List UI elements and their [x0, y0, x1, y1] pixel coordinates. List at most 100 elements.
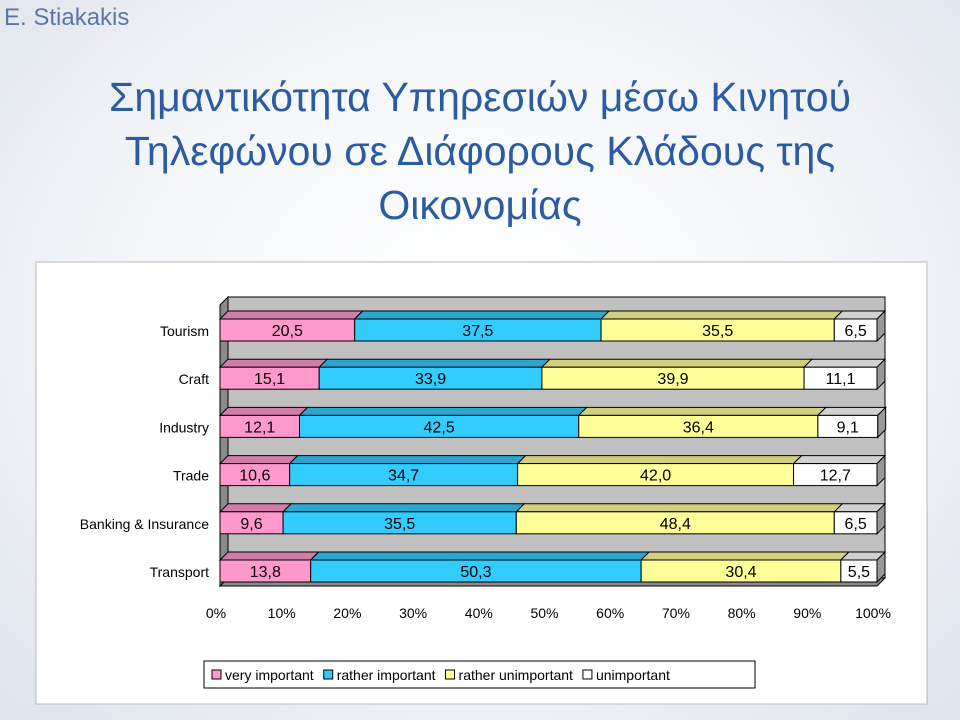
bar-segment: [802, 357, 887, 391]
legend-label: unimportant: [596, 667, 670, 683]
bar-segment: [833, 309, 887, 343]
legend-swatch: [211, 669, 222, 680]
bar-top-face: [218, 551, 320, 561]
bar-segment: [309, 551, 651, 583]
x-tick-label: 40%: [465, 605, 493, 621]
legend-swatch: [445, 669, 456, 680]
x-tick-label: 10%: [268, 605, 296, 621]
data-label: 6,5: [845, 516, 867, 533]
bar-front-face: [793, 463, 878, 487]
data-label: 9,1: [837, 419, 859, 436]
x-tick-label: 90%: [793, 605, 821, 621]
author-label: E. Stiakakis: [4, 4, 130, 31]
x-tick-label: 100%: [855, 605, 891, 621]
category-label: Banking & Insurance: [80, 516, 209, 532]
bar-top-face: [309, 551, 651, 561]
bar-top-face: [218, 503, 293, 513]
bar-segment: [516, 455, 803, 487]
category-label: Tourism: [160, 323, 209, 339]
legend-swatch: [582, 669, 593, 680]
bar-top-face: [802, 358, 887, 368]
bar-segment: [353, 310, 611, 342]
bar-top-face: [218, 406, 309, 416]
category-label: Trade: [173, 468, 209, 484]
title-line: Οικονομίας: [378, 182, 582, 228]
data-label: 50,3: [460, 564, 491, 581]
bar-segment: [317, 358, 552, 390]
x-tick-label: 80%: [728, 605, 756, 621]
x-tick-label: 30%: [399, 605, 427, 621]
bar-top-face: [639, 551, 851, 561]
title-line: Τηλεφώνου σε Διάφορους Κλάδους της: [124, 128, 836, 174]
bar-top-face: [540, 358, 814, 368]
data-label: 6,5: [845, 323, 867, 340]
bar-segment: [839, 550, 887, 584]
bar-top-face: [833, 503, 887, 513]
category-label: Transport: [150, 564, 210, 580]
bar-segment: [816, 406, 887, 439]
bar-top-face: [281, 503, 526, 513]
bar-top-face: [515, 503, 844, 513]
x-tick-label: 0%: [206, 605, 226, 621]
slide-title: Σημαντικότητα Υπηρεσιών μέσω Κινητού Τηλ…: [20, 70, 940, 232]
data-label: 39,9: [657, 371, 688, 388]
data-label: 37,5: [462, 323, 493, 340]
bar-front-face: [833, 511, 878, 535]
bar-top-face: [792, 455, 887, 465]
bar-top-face: [816, 406, 887, 416]
bar-segment: [218, 358, 329, 390]
data-label: 42,0: [640, 468, 671, 485]
data-label: 30,4: [725, 564, 756, 581]
bars-group: 20,5 37,5 35,5 6,5 15,1 33,9 39,9 11,1 12,1 42,5 3…: [218, 309, 887, 584]
data-label: 42,5: [424, 419, 455, 436]
x-axis-ticks: 0% 10% 20% 30% 40% 50% 60% 70% 80% 90% 100%: [206, 605, 891, 621]
data-label: 11,1: [826, 371, 856, 388]
bar-top-face: [218, 455, 299, 465]
bar-top-face: [599, 310, 844, 320]
title-line: Σημαντικότητα Υπηρεσιών μέσω Κινητού: [108, 74, 852, 120]
legend: very important rather important rather uni…: [203, 660, 756, 689]
bar-segment: [540, 358, 814, 390]
bar-segment: [599, 310, 844, 342]
x-tick-label: 50%: [530, 605, 558, 621]
bar-front-face: [833, 318, 878, 342]
data-label: 12,7: [820, 468, 851, 485]
bar-segment: [639, 551, 851, 583]
x-tick-label: 70%: [662, 605, 690, 621]
data-label: 5,5: [848, 564, 870, 581]
bar-top-face: [353, 310, 611, 320]
bar-front-face: [840, 559, 878, 583]
bar-top-face: [317, 358, 552, 368]
category-label: Industry: [159, 419, 209, 435]
category-label: Craft: [179, 371, 209, 387]
legend-label: very important: [225, 667, 314, 683]
data-label: 36,4: [683, 419, 714, 436]
bar-front-face: [817, 414, 879, 438]
bar-top-face: [577, 406, 828, 416]
data-label: 33,9: [415, 371, 446, 388]
bar-front-face: [803, 366, 878, 390]
data-label: 20,5: [272, 323, 303, 340]
legend-label: rather important: [337, 667, 436, 683]
bar-top-face: [516, 455, 803, 465]
data-label: 15,1: [254, 371, 285, 388]
bar-segment: [577, 406, 828, 438]
data-label: 35,5: [384, 516, 415, 533]
bar-top-face: [288, 455, 527, 465]
legend-label: rather unimportant: [459, 667, 574, 683]
x-tick-label: 60%: [596, 605, 624, 621]
legend-swatch: [323, 669, 334, 680]
legend-box: [203, 660, 756, 689]
bar-segment: [792, 454, 887, 487]
category-labels: Tourism Craft Industry Trade Banking & Insur…: [80, 323, 209, 580]
data-label: 48,4: [660, 516, 691, 533]
bar-segment: [218, 310, 364, 342]
data-label: 12,1: [244, 419, 275, 436]
data-label: 13,8: [250, 564, 281, 581]
data-label: 9,6: [240, 516, 262, 533]
bar-top-face: [298, 406, 588, 416]
bar-segment: [833, 502, 887, 536]
data-label: 34,7: [388, 468, 419, 485]
data-label: 10,6: [239, 468, 270, 485]
